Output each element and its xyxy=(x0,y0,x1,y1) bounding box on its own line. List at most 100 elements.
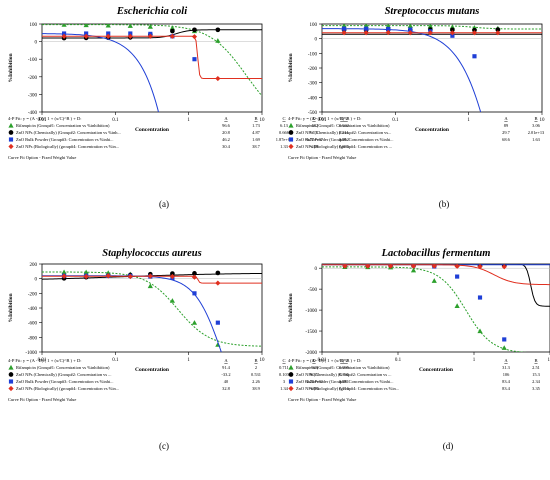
legend-marker-diamond xyxy=(288,143,294,150)
fit-value: 0.795 xyxy=(339,372,350,377)
data-point-diamond xyxy=(61,33,67,39)
y-tick-label: -300 xyxy=(28,93,38,98)
y-tick-label: -300 xyxy=(308,82,318,87)
fit-value: -6.77e+07 xyxy=(305,137,324,142)
legend-entry: ZnO NPs (Biologically) (group#4: Concent… xyxy=(16,386,119,391)
data-point-triangle xyxy=(449,24,455,30)
x-tick-label: 0.1 xyxy=(112,118,119,123)
fit-value: 68.6 xyxy=(502,137,510,142)
data-point-diamond xyxy=(410,264,417,269)
x-tick-label: 0.1 xyxy=(112,358,119,363)
fit-header: 4-P Fit: y = (A - D)/( 1 + (x/C)^B ) + D… xyxy=(288,358,362,363)
data-point-triangle xyxy=(215,38,221,43)
fit-value: 0.885 xyxy=(339,144,350,149)
fit-header: 4-P Fit: y = (A - D)/( 1 + (x/C)^B ) + D… xyxy=(8,358,82,363)
legend-entry: ZnO NPs (Chemically) (Group#2: Concentra… xyxy=(16,130,121,135)
y-tick-label: -1000 xyxy=(305,309,317,314)
data-point-triangle xyxy=(191,320,198,325)
legend-entry: ZnO Bulk Powder (Group#3: Concentration … xyxy=(16,379,113,384)
legend-entry: Rifampicin (Group#1: Concentration vs %i… xyxy=(16,123,110,128)
legend-entry: ZnO Bulk Powder (Group#3: Concentration … xyxy=(296,379,393,384)
data-point-diamond xyxy=(105,273,111,279)
fit-footnote: Curve Fit Option - Fixed Weight Value xyxy=(8,155,76,160)
plot-frame xyxy=(41,23,263,113)
fit-value: 15.3 xyxy=(532,372,540,377)
y-tick-label: -800 xyxy=(28,336,38,341)
fit-column-header: B xyxy=(254,116,257,121)
data-point-square xyxy=(192,57,197,62)
data-point-circle xyxy=(192,271,197,276)
y-tick-label: -1500 xyxy=(305,330,317,335)
data-point-square xyxy=(341,26,347,31)
data-point-square xyxy=(502,337,507,342)
data-point-diamond xyxy=(342,264,348,269)
fit-value: -482 xyxy=(310,123,318,128)
data-point-circle xyxy=(450,27,455,33)
fit-value: 4.87 xyxy=(252,130,260,135)
fit-value: 0.716 xyxy=(339,386,350,391)
fit-footnote: Curve Fit Option - Fixed Weight Value xyxy=(288,155,356,160)
fit-value: 0.103 xyxy=(279,372,290,377)
x-tick-label: 10 xyxy=(260,358,266,363)
chart-title: Escherichia coli xyxy=(116,6,187,17)
data-point-diamond xyxy=(407,30,413,36)
data-point-diamond xyxy=(501,264,507,270)
fit-value: 1.33 xyxy=(280,144,288,149)
fit-header: 4-P Fit: y = (A - D)/( 1 + (x/C)^B ) + D… xyxy=(288,116,362,121)
fit-value: 89 xyxy=(504,123,509,128)
legend-marker-circle xyxy=(8,372,14,377)
fit-value: 2.01e+13 xyxy=(528,130,545,135)
fit-column-header: C xyxy=(282,358,285,363)
fit-value: 96.6 xyxy=(222,123,230,128)
data-point-circle xyxy=(472,27,477,33)
y-tick-label: 0 xyxy=(315,38,318,43)
panel-letter: (c) xyxy=(159,441,169,451)
fit-value: 40 xyxy=(224,379,229,384)
legend-entry: ZnO Bulk Powder (Group#3: Concentration … xyxy=(296,137,393,142)
fit-value: 38.9 xyxy=(252,386,260,391)
y-tick-label: 0 xyxy=(35,278,38,283)
legend-marker-diamond xyxy=(8,385,14,392)
x-axis-label: Concentration xyxy=(135,367,169,373)
chart-title: Lactobacillus fermentum xyxy=(381,248,491,259)
data-point-square xyxy=(215,320,220,325)
data-point-diamond xyxy=(83,33,89,39)
y-tick-label: -200 xyxy=(28,76,38,81)
fit-value: -60.6 xyxy=(309,386,319,391)
fit-value: 0.411 xyxy=(339,130,349,135)
x-tick-label: 10 xyxy=(540,118,546,123)
fit-value: 46.2 xyxy=(222,137,230,142)
data-point-triangle xyxy=(431,278,437,283)
data-point-triangle xyxy=(407,24,413,28)
fit-column-header: B xyxy=(534,116,537,121)
data-point-triangle xyxy=(169,298,175,303)
x-tick-label: 0.1 xyxy=(392,118,399,123)
x-tick-label: 1 xyxy=(187,118,190,123)
fit-value: 0.995 xyxy=(339,365,350,370)
fit-value: 0.531 xyxy=(251,372,261,377)
y-tick-label: -500 xyxy=(308,288,318,293)
fit-value: 38.7 xyxy=(252,144,260,149)
data-point-square xyxy=(450,33,455,38)
fit-footnote: Curve Fit Option - Fixed Weight Value xyxy=(288,397,356,402)
y-axis-label: %Inhibition xyxy=(288,53,294,82)
data-point-triangle xyxy=(501,345,507,350)
data-point-diamond xyxy=(191,34,198,40)
data-point-triangle xyxy=(61,269,67,275)
chart-panel-1: Escherichia coli1000-100-200-300-4000.01… xyxy=(8,6,350,209)
y-tick-label: -1000 xyxy=(25,351,37,356)
fit-value: -926 xyxy=(310,365,319,370)
fit-curve-triangle xyxy=(42,24,262,97)
fit-value: 83.4 xyxy=(502,386,510,391)
fit-curve-triangle xyxy=(322,25,542,30)
plot-area xyxy=(322,264,550,352)
legend-entry: Rifampicin (Group#1: Concentration vs %i… xyxy=(296,365,390,370)
x-axis-label: Concentration xyxy=(135,127,169,133)
fit-value: 1.34 xyxy=(280,386,288,391)
data-point-circle xyxy=(192,27,197,33)
y-tick-label: -200 xyxy=(308,67,318,72)
fit-value: 3 xyxy=(283,379,286,384)
fit-value: 83.4 xyxy=(502,379,510,384)
fit-value: -33.2 xyxy=(221,372,230,377)
fit-value: 1.69 xyxy=(252,137,260,142)
